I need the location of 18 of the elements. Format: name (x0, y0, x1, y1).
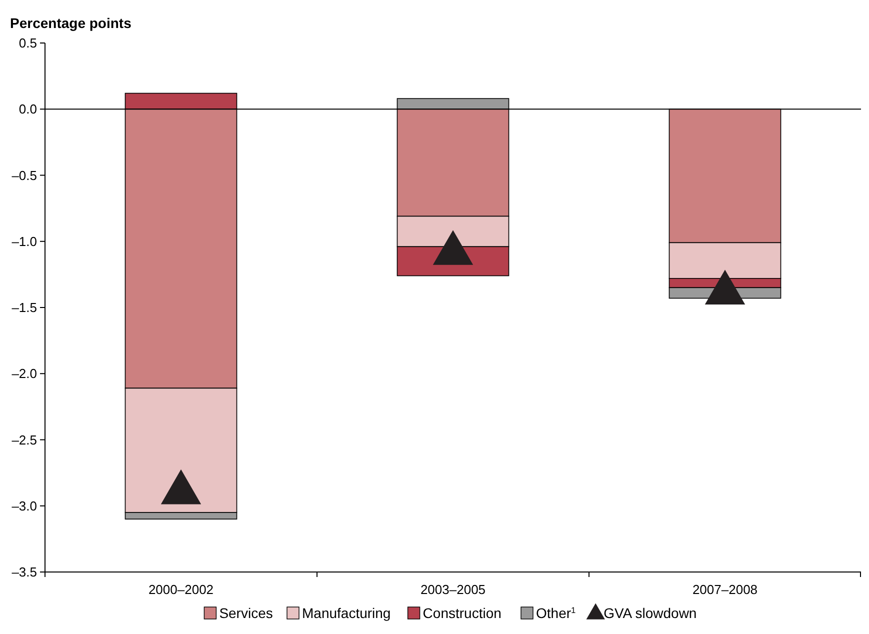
legend-label: GVA slowdown (604, 605, 697, 621)
x-tick-label: 2007–2008 (692, 582, 758, 597)
y-tick-label: –3.0 (12, 498, 37, 514)
x-tick-label: 2003–2005 (420, 582, 486, 597)
legend-label: Manufacturing (302, 605, 391, 621)
y-tick-label: –2.0 (12, 366, 37, 382)
y-tick-label: –0.5 (12, 168, 37, 183)
legend-label: Services (219, 605, 273, 621)
y-tick-label: –3.5 (12, 564, 37, 580)
legend-label: Construction (422, 605, 502, 621)
y-tick-label: –1.0 (12, 234, 37, 249)
y-axis-title: Percentage points (10, 15, 132, 31)
x-tick-label: 2000–2002 (148, 582, 214, 597)
y-tick-label: –2.5 (12, 432, 37, 448)
y-tick-label: 0.5 (18, 36, 37, 51)
y-tick-label: 0.0 (18, 102, 37, 117)
y-tick-label: –1.5 (12, 300, 37, 316)
legend-label: Other$^{1}$ (536, 605, 576, 621)
